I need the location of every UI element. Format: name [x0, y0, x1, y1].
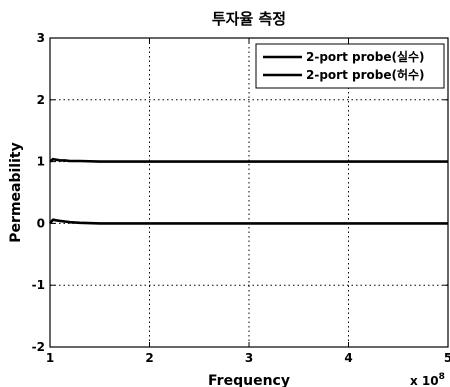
- x-tick-label: 3: [245, 351, 253, 365]
- series-line-1: [49, 157, 448, 163]
- legend-label: 2-port probe(허수): [306, 67, 425, 82]
- y-tick-label: -2: [32, 340, 45, 354]
- tick-marks: [49, 37, 449, 348]
- x-tick-label: 5: [444, 351, 450, 365]
- y-tick-label: 2: [37, 93, 45, 107]
- y-tick-label: 0: [37, 216, 45, 230]
- x-axis-label: Frequency: [208, 373, 290, 387]
- x-axis-exponent: x 108: [410, 372, 445, 387]
- x-tick-label: 4: [344, 351, 352, 365]
- y-axis-label: Permeability: [8, 142, 24, 242]
- series-line-2: [48, 218, 448, 225]
- y-tick-label: -1: [32, 278, 45, 292]
- x-tick-label: 1: [46, 351, 54, 365]
- x-tick-label: 2: [145, 351, 153, 365]
- x-axis-exponent-base: x 10: [410, 374, 439, 387]
- x-axis-exponent-power: 8: [439, 372, 445, 382]
- legend: 2-port probe(실수) 2-port probe(허수): [255, 43, 445, 89]
- y-tick-label: 1: [37, 155, 45, 169]
- legend-label: 2-port probe(실수): [306, 49, 425, 64]
- y-tick-label: 3: [37, 31, 45, 45]
- legend-box: [255, 43, 445, 89]
- chart-title: 투자율 측정: [212, 10, 286, 28]
